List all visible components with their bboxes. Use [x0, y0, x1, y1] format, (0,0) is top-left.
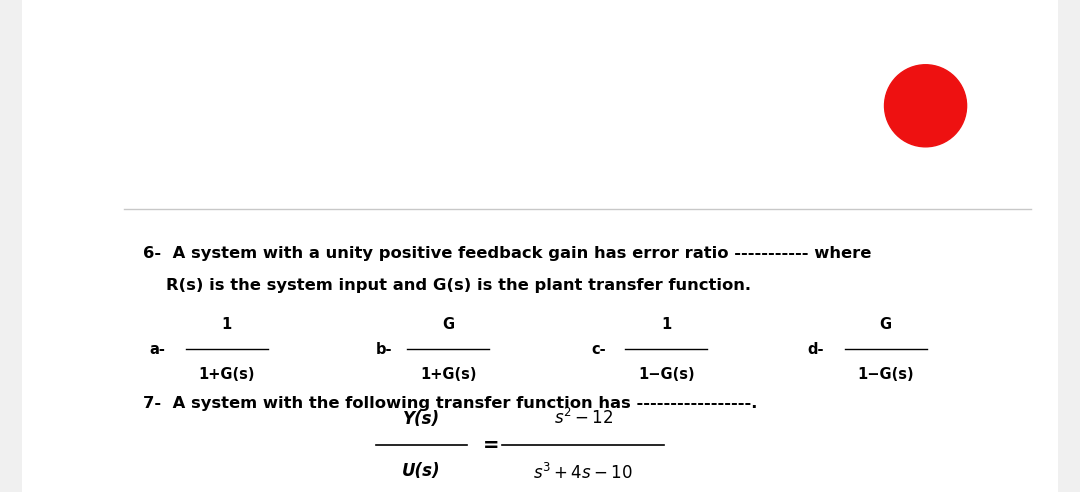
Text: c-: c- — [592, 342, 607, 357]
Text: U(s): U(s) — [402, 462, 441, 481]
Ellipse shape — [885, 65, 967, 147]
Text: $s^3 + 4s - 10$: $s^3 + 4s - 10$ — [534, 462, 633, 483]
Text: 1−G(s): 1−G(s) — [858, 367, 914, 381]
Text: b-: b- — [376, 342, 392, 357]
Text: d-: d- — [808, 342, 824, 357]
Text: G: G — [442, 317, 455, 332]
Text: 1: 1 — [221, 317, 232, 332]
Text: Y(s): Y(s) — [403, 410, 440, 428]
Text: G: G — [879, 317, 892, 332]
Text: R(s) is the system input and G(s) is the plant transfer function.: R(s) is the system input and G(s) is the… — [143, 278, 751, 293]
Text: 7-  A system with the following transfer function has -----------------.: 7- A system with the following transfer … — [143, 396, 757, 411]
Text: 1: 1 — [661, 317, 672, 332]
Text: 1+G(s): 1+G(s) — [199, 367, 255, 381]
Text: =: = — [483, 436, 500, 455]
Text: 1−G(s): 1−G(s) — [638, 367, 694, 381]
Text: 6-  A system with a unity positive feedback gain has error ratio ----------- whe: 6- A system with a unity positive feedba… — [143, 246, 870, 261]
Text: a-: a- — [149, 342, 165, 357]
Text: 1+G(s): 1+G(s) — [420, 367, 476, 381]
Text: $s^2 - 12$: $s^2 - 12$ — [554, 408, 612, 428]
